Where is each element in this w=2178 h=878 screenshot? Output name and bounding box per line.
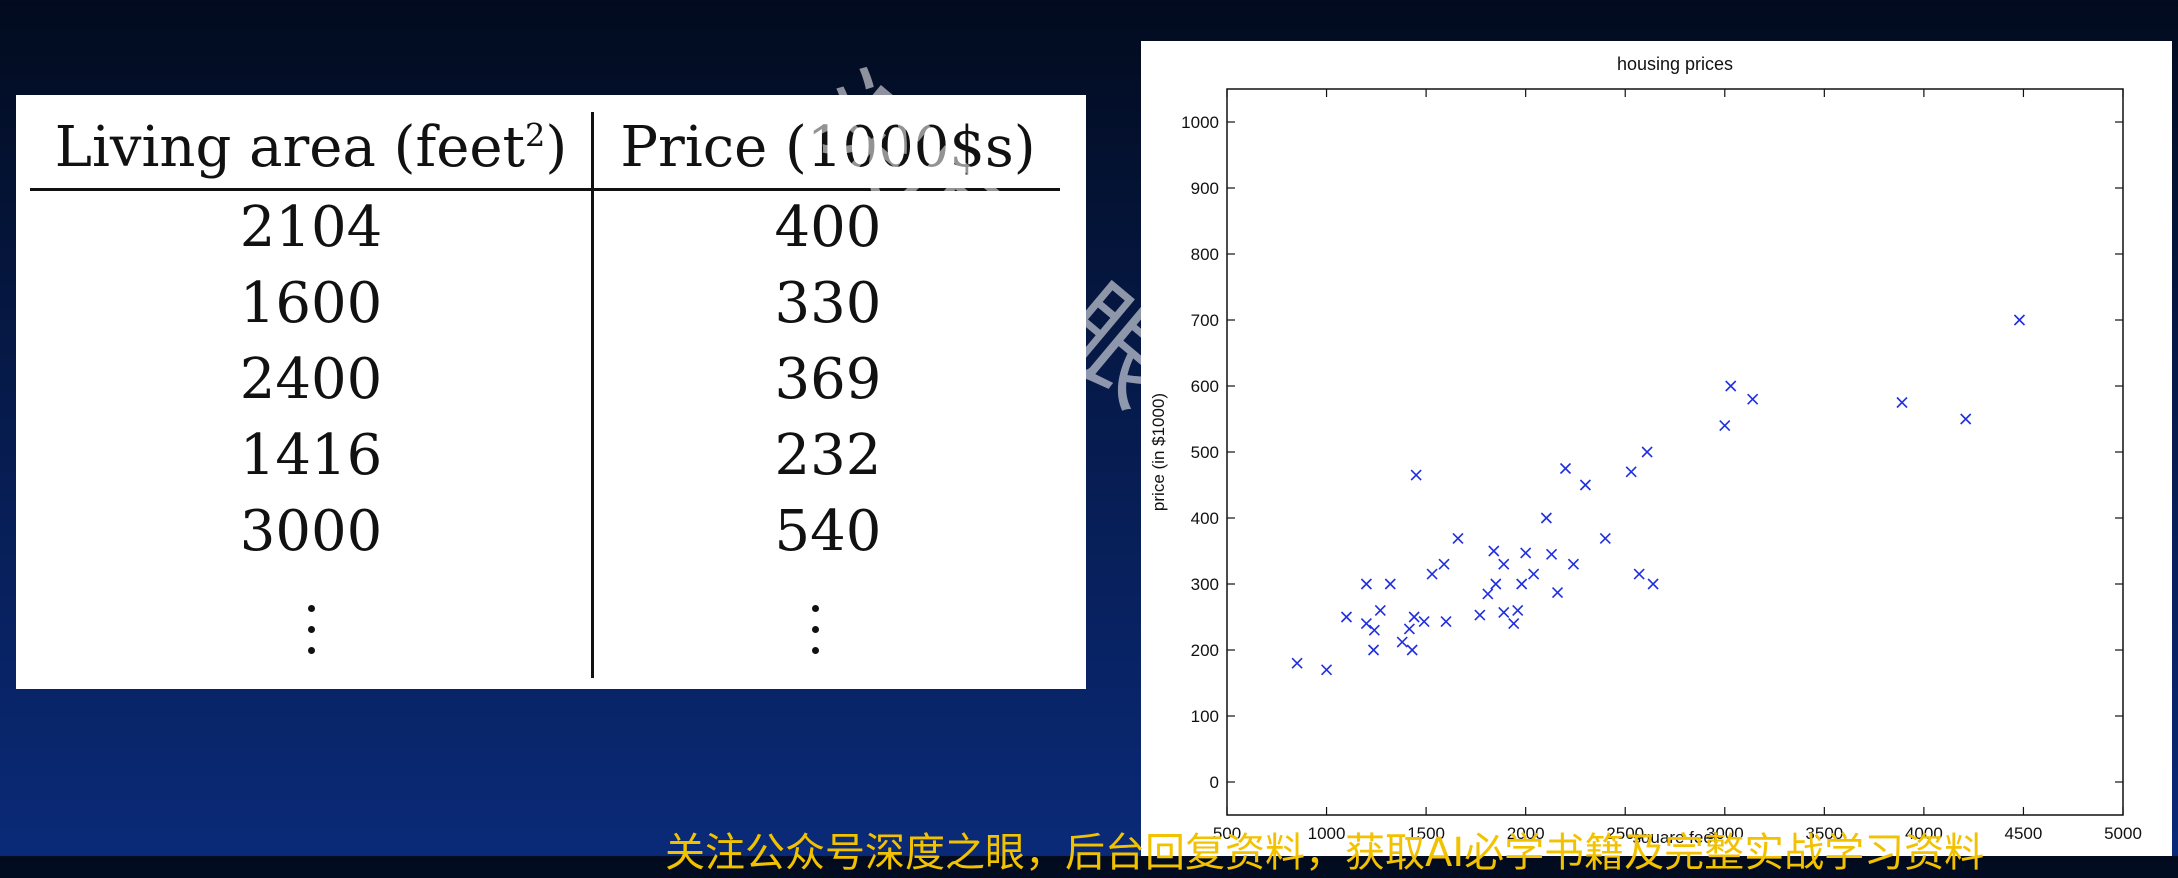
- x-tick-label: 4000: [1905, 824, 1943, 843]
- header-divider: [30, 188, 1060, 191]
- scatter-point: [1384, 578, 1396, 590]
- table-cell-price: 330: [774, 271, 882, 336]
- scatter-point: [1291, 657, 1303, 669]
- scatter-point: [1520, 547, 1532, 559]
- x-axis: 500 1000 1500 2000 2500 3000 3500 4000 4500 5000: [1213, 89, 2142, 843]
- y-tick-label: 200: [1191, 641, 1219, 660]
- scatter-point: [1374, 604, 1386, 616]
- scatter-point: [1498, 558, 1510, 570]
- scatter-point: [1490, 578, 1502, 590]
- scatter-point: [1559, 462, 1572, 475]
- scatter-point: [1633, 568, 1645, 580]
- scatter-point: [2013, 314, 2026, 326]
- scatter-point: [1725, 380, 1737, 392]
- scatter-point: [1599, 532, 1611, 545]
- y-tick-label: 500: [1191, 443, 1219, 462]
- scatter-point: [1396, 636, 1408, 648]
- y-tick-label: 1000: [1181, 113, 1219, 132]
- scatter-point: [1340, 611, 1353, 623]
- scatter-point: [1426, 568, 1438, 580]
- scatter-point: [1440, 616, 1452, 628]
- scatter-point: [1418, 616, 1430, 628]
- y-tick-label: 800: [1191, 245, 1219, 264]
- scatter-point: [1403, 623, 1415, 635]
- scatter-point: [1551, 587, 1564, 599]
- scatter-point: [1452, 532, 1464, 545]
- scatter-point: [1545, 548, 1558, 560]
- x-tick-label: 3500: [1805, 824, 1843, 843]
- y-tick-label: 400: [1191, 509, 1219, 528]
- scatter-point: [1488, 545, 1500, 557]
- scatter-point: [1579, 479, 1591, 491]
- scatter-chart: housing prices 500 1000 1500 2000 2500 3000 35…: [1149, 54, 2142, 847]
- scatter-point: [1408, 611, 1420, 623]
- y-axis: 0 100 200 300 400 500 600 700 800 900 1000: [1181, 113, 2123, 792]
- scatter-point: [1508, 618, 1520, 630]
- scatter-point: [1960, 413, 1972, 425]
- table-cell-area: 2104: [239, 195, 383, 260]
- data-points: [1291, 314, 2026, 676]
- x-tick-label: 5000: [2104, 824, 2142, 843]
- x-tick-label: 4500: [2005, 824, 2043, 843]
- x-tick-label: 3000: [1706, 824, 1744, 843]
- scatter-point: [1516, 578, 1528, 590]
- table-cell-area: 1600: [239, 271, 383, 336]
- scatter-point: [1410, 469, 1422, 481]
- x-tick-label: 1000: [1308, 824, 1346, 843]
- table-cell-price: 540: [774, 499, 882, 564]
- scatter-point: [1498, 606, 1510, 618]
- x-tick-label: 1500: [1407, 824, 1445, 843]
- scatter-point: [1567, 558, 1580, 570]
- scatter-point: [1482, 588, 1494, 600]
- column-header-price: Price (1000$s): [620, 115, 1036, 180]
- x-tick-label: 500: [1213, 824, 1241, 843]
- chart-title: housing prices: [1617, 54, 1733, 74]
- data-table: Living area (feet2) Price (1000$s) 2104 …: [16, 95, 1086, 689]
- table-cell-price: 369: [774, 347, 882, 412]
- ellipsis-price: [812, 605, 820, 668]
- scatter-point: [1406, 644, 1418, 656]
- column-divider: [591, 112, 594, 678]
- scatter-point: [1641, 446, 1653, 458]
- scatter-point: [1360, 618, 1372, 630]
- table-cell-area: 3000: [239, 499, 383, 564]
- column-header-living-area: Living area (feet2): [54, 115, 568, 180]
- y-tick-label: 300: [1191, 575, 1219, 594]
- promo-banner: 关注公众号深度之眼，后台回复资料，获取AI必学书籍及完整实战学习资料: [665, 830, 1985, 876]
- table-cell-price: 232: [774, 423, 882, 488]
- x-tick-label: 2000: [1507, 824, 1545, 843]
- y-tick-label: 0: [1210, 773, 1219, 792]
- table-cell-price: 400: [774, 195, 882, 260]
- scatter-point: [1367, 644, 1380, 656]
- scatter-point: [1540, 512, 1552, 524]
- table-cell-area: 2400: [239, 347, 383, 412]
- scatter-point: [1896, 396, 1908, 409]
- y-tick-label: 900: [1191, 179, 1219, 198]
- scatter-point: [1747, 393, 1759, 405]
- scatter-point: [1368, 624, 1380, 636]
- scatter-point: [1360, 578, 1372, 590]
- scatter-point: [1474, 609, 1486, 621]
- y-tick-label: 100: [1191, 707, 1219, 726]
- y-tick-label: 600: [1191, 377, 1219, 396]
- ellipsis-area: [308, 605, 316, 668]
- scatter-point: [1647, 578, 1659, 590]
- x-axis-label: square feet: [1632, 828, 1717, 847]
- table-cell-area: 1416: [239, 423, 383, 488]
- x-tick-label: 2500: [1606, 824, 1644, 843]
- scatter-point: [1320, 664, 1333, 676]
- scatter-point: [1528, 568, 1540, 580]
- y-tick-label: 700: [1191, 311, 1219, 330]
- scatter-point: [1719, 420, 1731, 432]
- plot-frame: [1226, 88, 2124, 816]
- scatter-point: [1625, 466, 1637, 478]
- scatter-point: [1438, 558, 1450, 570]
- y-axis-label: price (in $1000): [1149, 393, 1168, 511]
- scatter-chart-panel: housing prices 500 1000 1500 2000 2500 3000 35…: [1141, 41, 2172, 856]
- scatter-point: [1512, 604, 1524, 616]
